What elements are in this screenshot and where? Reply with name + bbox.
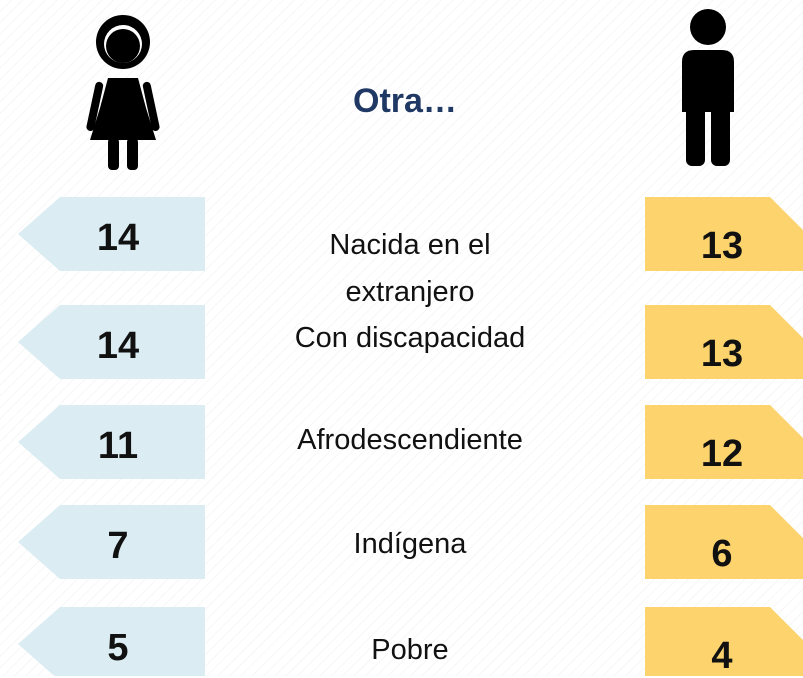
female-value: 11: [97, 425, 139, 467]
row-label: Afrodescendiente: [297, 424, 523, 456]
male-value: 6: [711, 533, 733, 575]
row-label: Nacida en el extranjero: [329, 229, 491, 308]
female-value: 7: [107, 525, 129, 567]
male-tag: [645, 607, 803, 676]
row-label: Indígena: [353, 528, 467, 560]
male-value: 13: [700, 333, 744, 375]
male-tag: [645, 305, 803, 379]
male-value: 4: [711, 635, 733, 677]
male-value: 12: [700, 433, 744, 475]
male-value: 13: [700, 225, 744, 267]
female-tag: [18, 505, 205, 579]
female-value: 14: [96, 217, 140, 259]
male-tag: [645, 197, 803, 271]
female-value: 5: [107, 627, 129, 669]
female-tag: [18, 305, 205, 379]
female-icon: [86, 15, 160, 170]
male-tag: [645, 405, 803, 479]
female-tag: [18, 607, 205, 676]
female-value: 14: [96, 325, 140, 367]
row-label: Pobre: [371, 634, 449, 666]
male-icon: [682, 9, 734, 166]
male-tag: [645, 505, 803, 579]
row-label: Con discapacidad: [294, 322, 526, 354]
female-tag: [18, 197, 205, 271]
title: Otra…: [353, 82, 457, 120]
female-tag: [18, 405, 205, 479]
